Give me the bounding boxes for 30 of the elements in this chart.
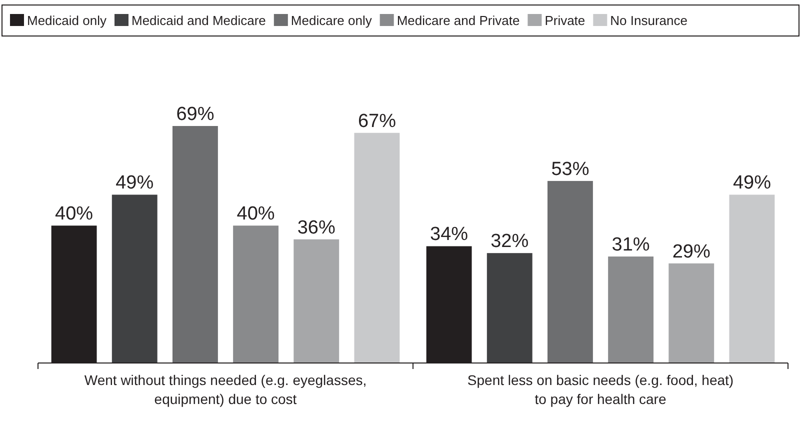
data-label: 32% xyxy=(490,231,529,252)
data-label: 67% xyxy=(358,110,396,132)
data-label: 34% xyxy=(430,224,468,246)
data-label: 31% xyxy=(612,234,650,256)
data-label: 36% xyxy=(297,217,336,238)
data-label: 49% xyxy=(732,172,772,194)
data-label: 49% xyxy=(116,172,154,194)
legend-label: Medicaid and Medicare xyxy=(132,13,266,28)
legend-label: Medicaid only xyxy=(27,13,107,28)
bar xyxy=(486,253,532,363)
x-tick-label: Went without things needed (e.g. eyeglasses, equipment) due to cost xyxy=(84,372,367,407)
bar xyxy=(729,194,775,363)
legend-label: Private xyxy=(544,13,586,28)
x-tick-label: Spent less on basic needs (e.g. food, heat) to pay for health care xyxy=(467,372,734,407)
data-label: 40% xyxy=(55,204,94,225)
data-label: 29% xyxy=(672,241,710,262)
bar xyxy=(668,263,714,363)
legend-label: No Insurance xyxy=(610,13,688,28)
bar xyxy=(547,180,593,363)
bar xyxy=(608,256,654,363)
data-label: 40% xyxy=(236,204,275,225)
bar xyxy=(354,132,400,363)
bar xyxy=(294,239,340,363)
legend-label: Medicare only xyxy=(290,13,372,28)
bar xyxy=(112,194,158,363)
data-label: 53% xyxy=(551,158,590,180)
bar xyxy=(233,226,279,363)
data-label: 69% xyxy=(176,104,214,125)
legend-label: Medicare and Private xyxy=(396,13,520,28)
bar xyxy=(172,126,218,363)
